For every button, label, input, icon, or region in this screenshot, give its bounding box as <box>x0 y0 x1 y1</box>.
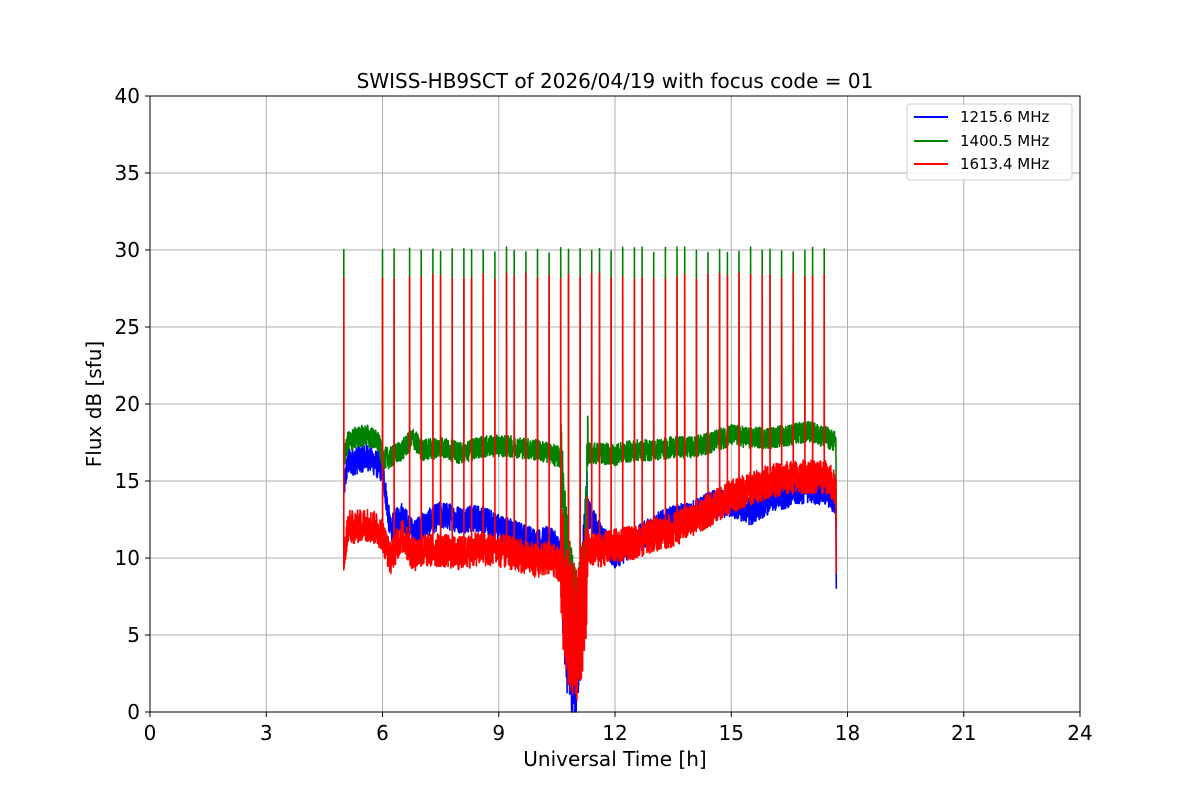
series-layer <box>343 246 838 713</box>
legend-box <box>906 103 1073 181</box>
y-tick-label: 10 <box>115 546 140 570</box>
y-tick-label: 35 <box>115 161 140 185</box>
y-tick-label: 0 <box>127 700 140 724</box>
ticks: 0 3 6 9 12 15 18 21 24 0 5 10 15 20 25 30 35 40 <box>115 84 1093 745</box>
series-line-12156 <box>343 442 838 713</box>
x-tick-label: 15 <box>719 721 744 745</box>
y-tick-label: 30 <box>115 238 140 262</box>
x-tick-label: 6 <box>376 721 389 745</box>
x-tick-label: 9 <box>492 721 505 745</box>
series-line-14005 <box>343 246 838 650</box>
legend-label-1613: 1613.4 MHz <box>960 155 1049 173</box>
chart-title: SWISS-HB9SCT of 2026/04/19 with focus co… <box>357 69 874 93</box>
x-tick-label: 21 <box>951 721 976 745</box>
x-tick-label: 12 <box>602 721 627 745</box>
y-tick-label: 20 <box>115 392 140 416</box>
x-tick-label: 3 <box>260 721 273 745</box>
y-axis-label: Flux dB [sfu] <box>82 341 106 467</box>
legend-label-1400: 1400.5 MHz <box>960 132 1049 150</box>
series-line-16134 <box>343 272 838 701</box>
x-tick-label: 0 <box>144 721 157 745</box>
x-tick-label: 24 <box>1067 721 1092 745</box>
y-tick-label: 15 <box>115 469 140 493</box>
x-axis-label: Universal Time [h] <box>523 747 706 771</box>
y-tick-label: 5 <box>127 623 140 647</box>
x-tick-label: 18 <box>835 721 860 745</box>
legend-label-1215: 1215.6 MHz <box>960 108 1049 126</box>
y-tick-label: 40 <box>115 84 140 108</box>
legend: 1215.6 MHz 1400.5 MHz 1613.4 MHz <box>906 103 1073 181</box>
y-tick-label: 25 <box>115 315 140 339</box>
